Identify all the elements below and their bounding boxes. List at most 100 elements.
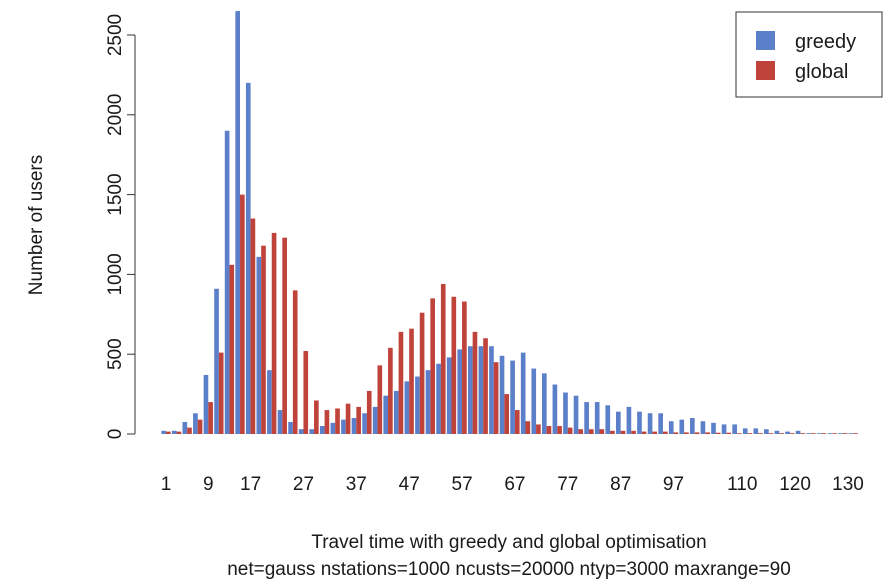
bar-greedy-111 (742, 428, 748, 434)
bar-greedy-125 (816, 433, 822, 434)
bar-greedy-119 (785, 431, 790, 434)
bar-greedy-131 (848, 433, 854, 434)
x-tick-label-27: 27 (293, 474, 314, 495)
bar-greedy-9 (203, 374, 209, 434)
bar-global-127 (832, 433, 837, 434)
bar-greedy-43 (383, 395, 389, 434)
bar-global-13 (229, 264, 235, 434)
bar-greedy-105 (711, 422, 716, 434)
bar-global-19 (261, 245, 266, 434)
y-tick-label-2500: 2500 (105, 14, 126, 56)
bar-greedy-117 (774, 430, 780, 434)
x-tick-label-77: 77 (557, 474, 578, 495)
bar-global-63 (493, 362, 499, 434)
x-tick-label-67: 67 (504, 474, 525, 495)
x-tick-label-37: 37 (346, 474, 367, 495)
bar-global-39 (366, 390, 372, 434)
x-tick-label-130: 130 (832, 474, 864, 495)
bar-global-85 (610, 430, 615, 434)
bar-global-113 (758, 433, 763, 434)
bar-global-5 (187, 427, 192, 434)
bar-greedy-113 (753, 428, 759, 434)
bar-global-109 (736, 433, 742, 434)
bar-global-105 (715, 432, 721, 434)
bar-global-87 (620, 430, 626, 434)
x-tick-label-57: 57 (452, 474, 473, 495)
bar-global-115 (768, 433, 774, 434)
bar-global-75 (557, 426, 562, 434)
bar-global-17 (250, 218, 256, 434)
bar-greedy-3 (171, 430, 177, 434)
bar-global-95 (662, 431, 668, 434)
bar-greedy-107 (721, 424, 727, 434)
bar-greedy-55 (446, 357, 452, 434)
bar-greedy-51 (425, 370, 431, 434)
bar-global-79 (578, 429, 584, 434)
bar-global-99 (684, 432, 689, 434)
bar-greedy-33 (330, 422, 336, 434)
bars-group (161, 11, 858, 435)
bar-greedy-5 (182, 422, 188, 434)
bar-global-123 (810, 433, 816, 434)
y-tick-label-500: 500 (105, 338, 126, 370)
bar-greedy-21 (267, 370, 272, 434)
bar-greedy-11 (214, 288, 219, 434)
bar-greedy-23 (277, 410, 283, 434)
bar-global-59 (472, 331, 478, 434)
bar-global-73 (546, 426, 552, 434)
bar-global-31 (324, 410, 330, 434)
bar-greedy-77 (563, 392, 568, 434)
y-tick-label-1000: 1000 (105, 253, 126, 295)
bar-global-103 (705, 432, 710, 434)
bar-global-25 (292, 290, 298, 434)
bar-global-107 (726, 432, 732, 434)
bar-global-89 (631, 430, 636, 434)
bar-greedy-65 (499, 355, 505, 434)
bar-global-9 (208, 402, 213, 434)
x-axis-label: Travel time with greedy and global optim… (311, 532, 706, 553)
bar-greedy-35 (341, 419, 346, 434)
bar-greedy-61 (478, 346, 484, 434)
bar-greedy-95 (658, 413, 663, 434)
bar-greedy-15 (235, 11, 241, 435)
bar-global-29 (314, 400, 319, 434)
bar-global-83 (599, 429, 605, 434)
bar-global-53 (440, 283, 446, 434)
bar-global-111 (747, 433, 753, 434)
x-tick-label-17: 17 (240, 474, 261, 495)
bar-greedy-27 (298, 429, 304, 434)
bar-global-69 (525, 421, 531, 434)
bar-greedy-121 (795, 430, 801, 434)
bar-greedy-57 (457, 349, 463, 434)
bar-global-49 (419, 312, 425, 434)
bar-greedy-31 (319, 426, 325, 434)
bar-global-3 (176, 431, 182, 434)
x-tick-label-1: 1 (161, 474, 172, 495)
bar-greedy-67 (510, 360, 515, 434)
bar-global-125 (821, 433, 827, 434)
x-tick-label-9: 9 (203, 474, 214, 495)
bar-greedy-53 (436, 363, 441, 434)
bar-greedy-29 (309, 429, 315, 434)
bar-global-45 (398, 331, 404, 434)
bar-global-97 (673, 432, 679, 434)
bar-greedy-49 (415, 376, 420, 434)
bar-greedy-25 (288, 422, 293, 434)
bar-greedy-109 (732, 424, 737, 434)
bar-global-131 (853, 433, 858, 434)
chart-subtitle: net=gauss nstations=1000 ncusts=20000 nt… (227, 559, 791, 580)
bar-global-23 (282, 237, 287, 434)
bar-global-35 (345, 403, 351, 434)
bar-global-1 (166, 431, 171, 434)
bar-global-41 (377, 365, 383, 434)
bar-global-77 (567, 427, 573, 434)
x-tick-label-120: 120 (779, 474, 811, 495)
y-tick-label-0: 0 (105, 429, 126, 440)
bar-global-47 (409, 328, 414, 434)
bar-global-121 (800, 433, 806, 434)
bar-global-93 (652, 431, 658, 434)
bar-global-119 (789, 433, 795, 434)
bar-global-21 (271, 232, 277, 434)
